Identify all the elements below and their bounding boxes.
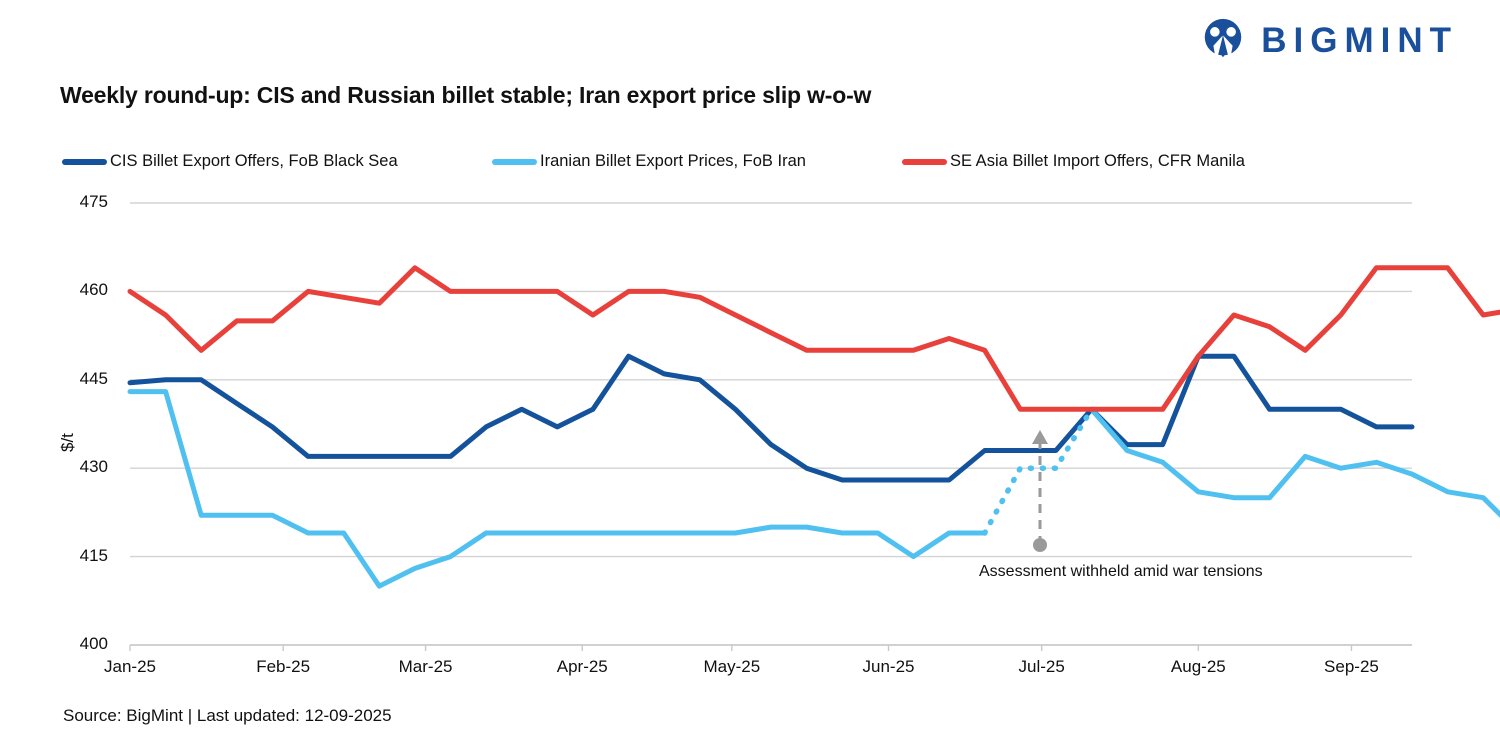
y-tick-label: 460 — [62, 280, 108, 300]
series-line-0 — [130, 356, 1412, 480]
x-tick-label: Mar-25 — [366, 657, 486, 677]
x-tick-label: Jun-25 — [829, 657, 949, 677]
source-note: Source: BigMint | Last updated: 12-09-20… — [63, 706, 392, 726]
x-tick-label: May-25 — [672, 657, 792, 677]
series-line-1-b — [1092, 409, 1500, 533]
y-tick-label: 475 — [62, 192, 108, 212]
x-tick-label: Jan-25 — [70, 657, 190, 677]
annotation-label: Assessment withheld amid war tensions — [979, 563, 1263, 581]
y-axis-title: $/t — [58, 433, 78, 452]
y-tick-label: 415 — [62, 546, 108, 566]
x-tick-label: Aug-25 — [1138, 657, 1258, 677]
y-tick-label: 400 — [62, 634, 108, 654]
x-tick-label: Apr-25 — [522, 657, 642, 677]
y-tick-label: 430 — [62, 457, 108, 477]
series-line-2 — [130, 268, 1500, 410]
annotation-dot-icon — [1033, 538, 1047, 552]
x-tick-label: Sep-25 — [1291, 657, 1411, 677]
y-tick-label: 445 — [62, 369, 108, 389]
arrow-up-icon — [1032, 430, 1048, 444]
x-tick-label: Feb-25 — [223, 657, 343, 677]
x-tick-label: Jul-25 — [982, 657, 1102, 677]
